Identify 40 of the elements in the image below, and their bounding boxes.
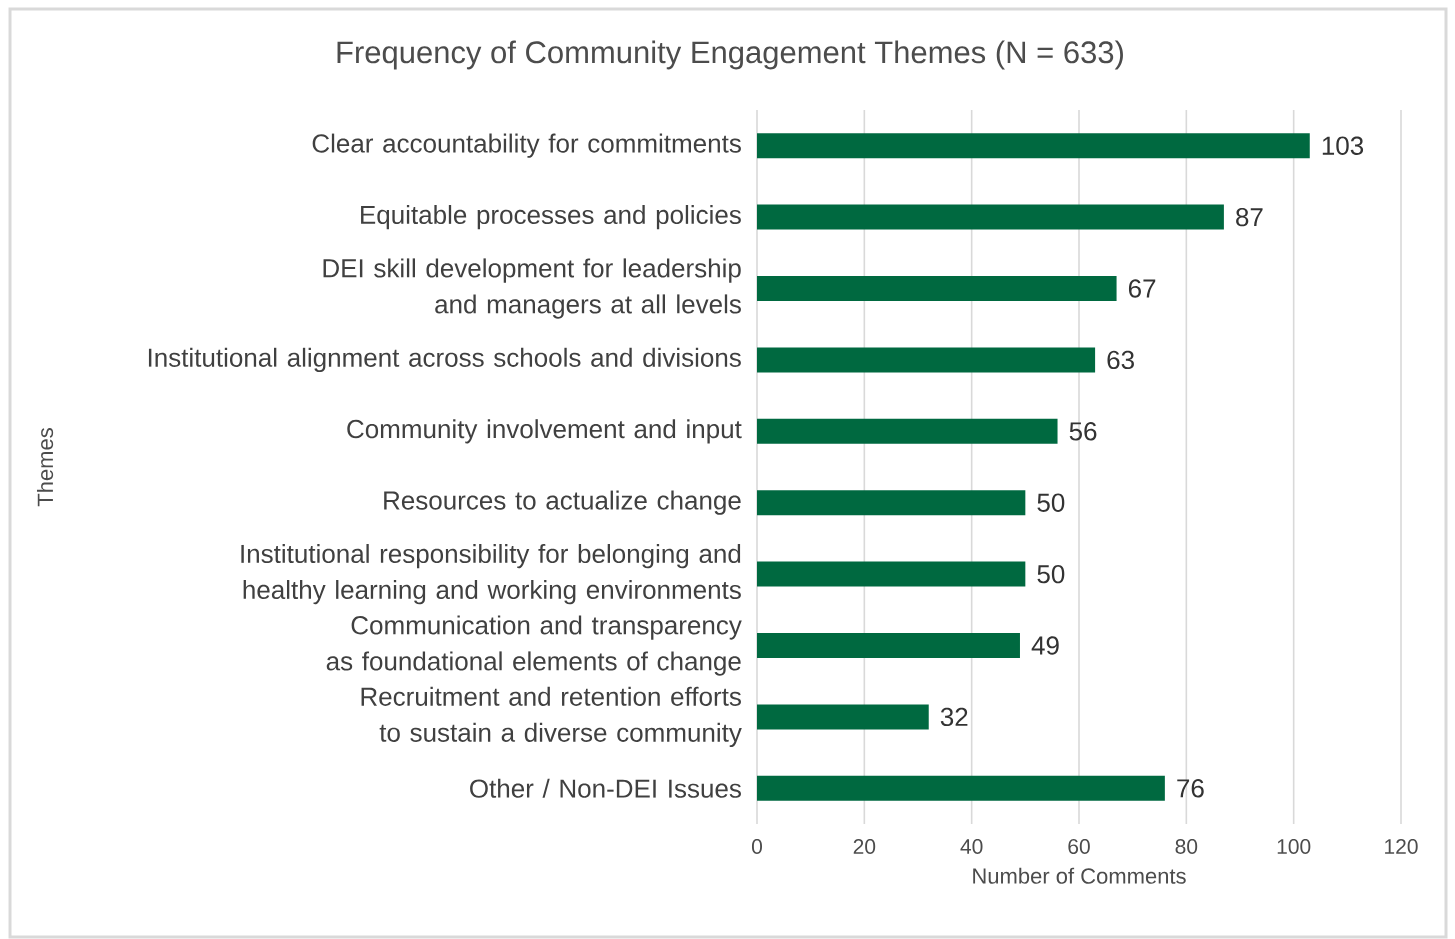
bar: [757, 490, 1026, 516]
data-label: 67: [1128, 279, 1156, 298]
y-tick-label: Community involvement and input: [347, 419, 742, 444]
data-label: 63: [1107, 350, 1134, 370]
bar: [757, 133, 1310, 159]
bar: [757, 704, 929, 730]
bar: [757, 633, 1020, 659]
y-axis-title: Themes: [36, 428, 54, 507]
data-label: 87: [1236, 207, 1263, 227]
y-tick-label: Recruitment and retention efforts to sustain a diverse community: [361, 686, 742, 748]
bar: [757, 418, 1058, 444]
bar: [757, 775, 1165, 801]
bar: [757, 276, 1117, 302]
data-label: 49: [1031, 636, 1059, 655]
data-label: 76: [1177, 779, 1204, 798]
y-tick-label: Resources to actualize change: [384, 490, 741, 515]
y-tick-label: Other / Non-DEI Issues: [470, 778, 741, 798]
bar: [757, 347, 1096, 373]
data-label: 50: [1037, 493, 1065, 512]
x-tick-label: 60: [1068, 839, 1090, 854]
x-tick-label: 80: [1175, 839, 1198, 854]
data-label: 32: [940, 707, 968, 727]
y-tick-label: Institutional alignment across schools and divisions: [148, 347, 741, 373]
x-tick-label: 0: [751, 839, 763, 854]
y-tick-label: Clear accountability for commitments: [312, 133, 741, 158]
y-tick-label: Communication and transparency as foundational elements of change: [326, 615, 742, 676]
data-label: 56: [1069, 422, 1097, 441]
data-label: 50: [1037, 564, 1065, 584]
bar: [757, 204, 1224, 230]
x-tick-label: 120: [1385, 839, 1418, 854]
y-tick-label: DEI skill development for leadership and managers at all levels: [323, 258, 741, 319]
y-tick-label: Equitable processes and policies: [361, 204, 741, 230]
x-tick-label: 20: [853, 839, 876, 854]
y-tick-label: Institutional responsibility for belonging and healthy learning and working environments: [241, 543, 741, 605]
data-label: 103: [1322, 136, 1364, 155]
x-tick-label: 40: [960, 839, 983, 854]
x-axis-title: Number of Comments: [973, 867, 1186, 884]
chart-title: Frequency of Community Engagement Themes (N = 633): [337, 40, 1123, 70]
bar: [757, 561, 1026, 587]
x-tick-label: 100: [1277, 839, 1311, 854]
